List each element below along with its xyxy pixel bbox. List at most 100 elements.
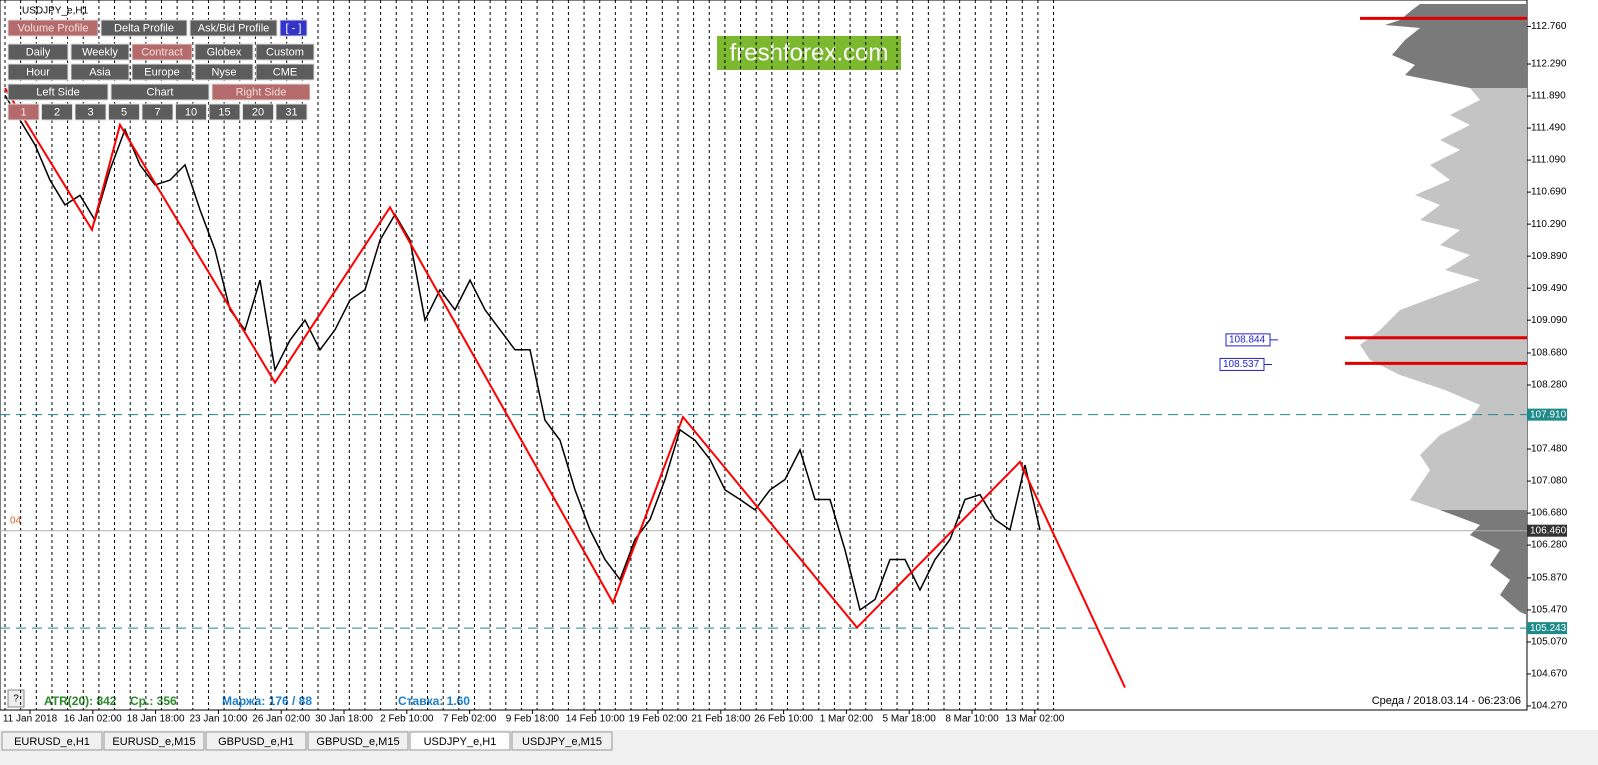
y-tick-label: 105.870 [1531, 573, 1568, 584]
panel-button[interactable] [141, 103, 174, 121]
panel-button[interactable] [208, 103, 241, 121]
x-tick-label: 26 Jan 02:00 [252, 714, 310, 725]
level-tag [1527, 408, 1567, 421]
panel-button[interactable] [175, 103, 207, 121]
panel-button-label[interactable]: Chart [147, 86, 174, 98]
tab-label[interactable]: GBPUSD_e,M15 [316, 736, 399, 748]
y-tick-label: 107.080 [1531, 476, 1568, 487]
panel-button[interactable] [70, 63, 130, 81]
panel-button[interactable] [194, 63, 254, 81]
panel-button-label[interactable]: Daily [26, 46, 51, 58]
panel-button[interactable] [275, 103, 308, 121]
panel-button[interactable] [7, 103, 40, 121]
panel-button-label[interactable]: 31 [285, 106, 297, 118]
panel-button-label[interactable]: Custom [266, 46, 304, 58]
panel-button-label[interactable]: 7 [154, 106, 160, 118]
rate: Ставка: 1.60 [398, 694, 470, 708]
panel-button-label[interactable]: Volume Profile [18, 22, 89, 34]
x-tick-label: 30 Jan 18:00 [315, 714, 373, 725]
panel-button-label[interactable]: Europe [144, 66, 179, 78]
panel-button[interactable] [131, 43, 193, 61]
panel-button-label[interactable]: 10 [185, 106, 197, 118]
panel-button-label[interactable]: Hour [26, 66, 50, 78]
y-tick-label: 108.280 [1531, 380, 1568, 391]
tab[interactable] [205, 731, 307, 751]
panel-button-label[interactable]: Asia [89, 66, 111, 78]
price-box [1225, 333, 1271, 347]
profile-dark [1440, 510, 1527, 615]
panel-button[interactable] [7, 19, 99, 37]
left-marker: 04 [10, 516, 22, 527]
tab-label[interactable]: GBPUSD_e,H1 [218, 736, 294, 748]
panel-button[interactable] [74, 103, 107, 121]
y-tick-label: 111.490 [1531, 123, 1566, 134]
y-tick-label: 105.070 [1531, 637, 1568, 648]
panel-button[interactable] [255, 43, 315, 61]
panel-button-label[interactable]: 1 [20, 106, 26, 118]
x-tick-label: 16 Jan 02:00 [64, 714, 122, 725]
panel-button[interactable] [110, 83, 210, 101]
tab-label[interactable]: USDJPY_e,M15 [522, 736, 602, 748]
tab-label[interactable]: EURUSD_e,H1 [14, 736, 90, 748]
panel-button[interactable] [189, 19, 278, 37]
panel-button-label[interactable]: 15 [218, 106, 230, 118]
panel-button-label[interactable]: CME [273, 66, 297, 78]
y-tick-label: 104.270 [1531, 701, 1568, 712]
tab-label[interactable]: USDJPY_e,H1 [424, 736, 497, 748]
panel-button[interactable] [70, 43, 130, 61]
price-box-label: 108.537 [1223, 359, 1260, 370]
tab[interactable] [511, 731, 613, 751]
level-tag [1527, 524, 1567, 537]
y-tick-label: 109.090 [1531, 315, 1568, 326]
help-label[interactable]: ? [13, 694, 19, 705]
panel-button-label[interactable]: Left Side [36, 86, 79, 98]
price-box-label: 108.844 [1229, 335, 1266, 346]
panel-button[interactable] [7, 63, 69, 81]
panel-button[interactable] [279, 19, 308, 37]
panel-button[interactable] [7, 83, 109, 101]
panel-button[interactable] [255, 63, 315, 81]
panel-button-label[interactable]: Globex [207, 46, 242, 58]
panel-button-label[interactable]: 2 [54, 106, 60, 118]
atr: ATR(20): 842 [44, 694, 117, 708]
panel-button-label[interactable]: 20 [252, 106, 264, 118]
panel-button[interactable] [100, 19, 188, 37]
panel-button[interactable] [211, 83, 311, 101]
help-button[interactable] [7, 689, 25, 708]
level-tag [1527, 622, 1567, 635]
tab[interactable] [1, 731, 103, 751]
panel-button-label[interactable]: Weekly [82, 46, 118, 58]
y-tick-label: 106.280 [1531, 540, 1568, 551]
panel-button-label[interactable]: Contract [141, 46, 183, 58]
tab-label[interactable]: EURUSD_e,M15 [112, 736, 195, 748]
watermark: freshforex.com [730, 39, 889, 66]
panel-button[interactable] [7, 43, 69, 61]
panel-button[interactable] [131, 63, 193, 81]
panel-button-label[interactable]: Ask/Bid Profile [198, 22, 270, 34]
y-tick-label: 110.290 [1531, 219, 1567, 230]
margin: Маржа: 176 / 88 [222, 694, 312, 708]
tab[interactable] [103, 731, 205, 751]
symbol-title: USDJPY_e,H1 [22, 6, 89, 17]
y-tick-label: 110.690 [1531, 187, 1567, 198]
y-tick-label: 108.680 [1531, 348, 1568, 359]
x-tick-label: 18 Jan 18:00 [127, 714, 185, 725]
panel-button-label[interactable]: Right Side [236, 86, 287, 98]
watermark-box [717, 36, 901, 70]
price-line [4, 94, 1041, 612]
level-label: 107.910 [1530, 409, 1567, 420]
panel-button-label[interactable]: 3 [87, 106, 93, 118]
y-tick-label: 109.890 [1531, 251, 1568, 262]
panel-button-label[interactable]: 5 [121, 106, 127, 118]
panel-button[interactable] [41, 103, 73, 121]
x-tick-label: 23 Jan 10:00 [189, 714, 247, 725]
panel-button-label[interactable]: [ - ] [286, 22, 302, 34]
panel-button[interactable] [242, 103, 274, 121]
panel-button[interactable] [194, 43, 254, 61]
panel-button[interactable] [108, 103, 140, 121]
x-tick-label: 5 Mar 18:00 [883, 714, 937, 725]
panel-button-label[interactable]: Delta Profile [114, 22, 174, 34]
tab[interactable] [307, 731, 409, 751]
panel-button-label[interactable]: Nyse [211, 66, 236, 78]
tab[interactable] [409, 731, 511, 751]
